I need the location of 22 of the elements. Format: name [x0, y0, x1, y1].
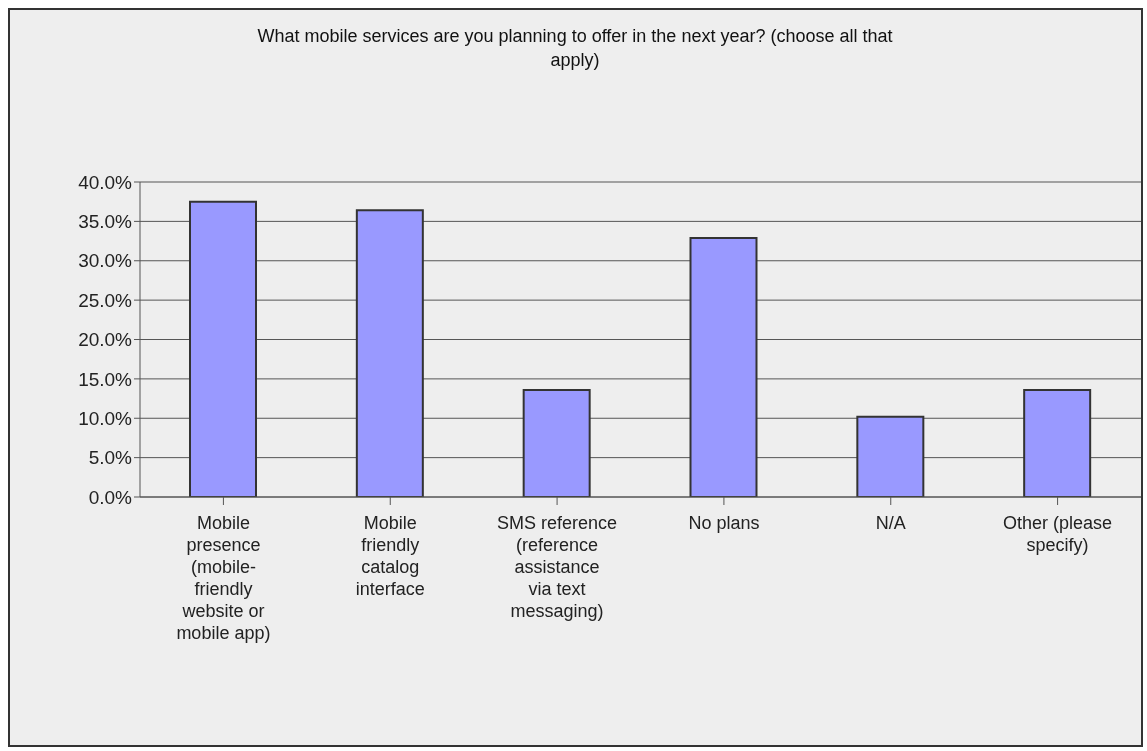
bar — [522, 388, 591, 497]
chart-title: What mobile services are you planning to offer in the next year? (choose all that apply) — [256, 25, 894, 72]
y-tick-label: 5.0% — [88, 447, 133, 469]
bar — [355, 209, 424, 497]
y-tick-label: 25.0% — [78, 289, 133, 311]
bar — [1023, 388, 1092, 497]
y-tick-label: 30.0% — [78, 250, 133, 272]
x-tick-label: N/A — [875, 513, 906, 533]
y-tick-label: 20.0% — [78, 329, 133, 351]
x-tick-label: Mobile presence (mobile-friendly website or mobile app) — [176, 513, 271, 643]
y-tick-label: 0.0% — [88, 486, 133, 508]
bar — [856, 415, 925, 497]
bar — [689, 236, 758, 497]
x-tick-label: Other (please specify) — [1003, 513, 1113, 555]
x-tick-label: SMS reference (reference assistance via text messaging) — [497, 513, 618, 621]
y-tick-label: 40.0% — [78, 171, 133, 193]
x-tick-label: No plans — [688, 513, 760, 533]
x-tick-label: Mobile friendly catalog interface — [355, 513, 425, 599]
bar — [189, 200, 257, 497]
y-tick-label: 35.0% — [78, 211, 133, 233]
y-tick-label: 10.0% — [78, 407, 133, 429]
y-tick-label: 15.0% — [78, 368, 133, 390]
